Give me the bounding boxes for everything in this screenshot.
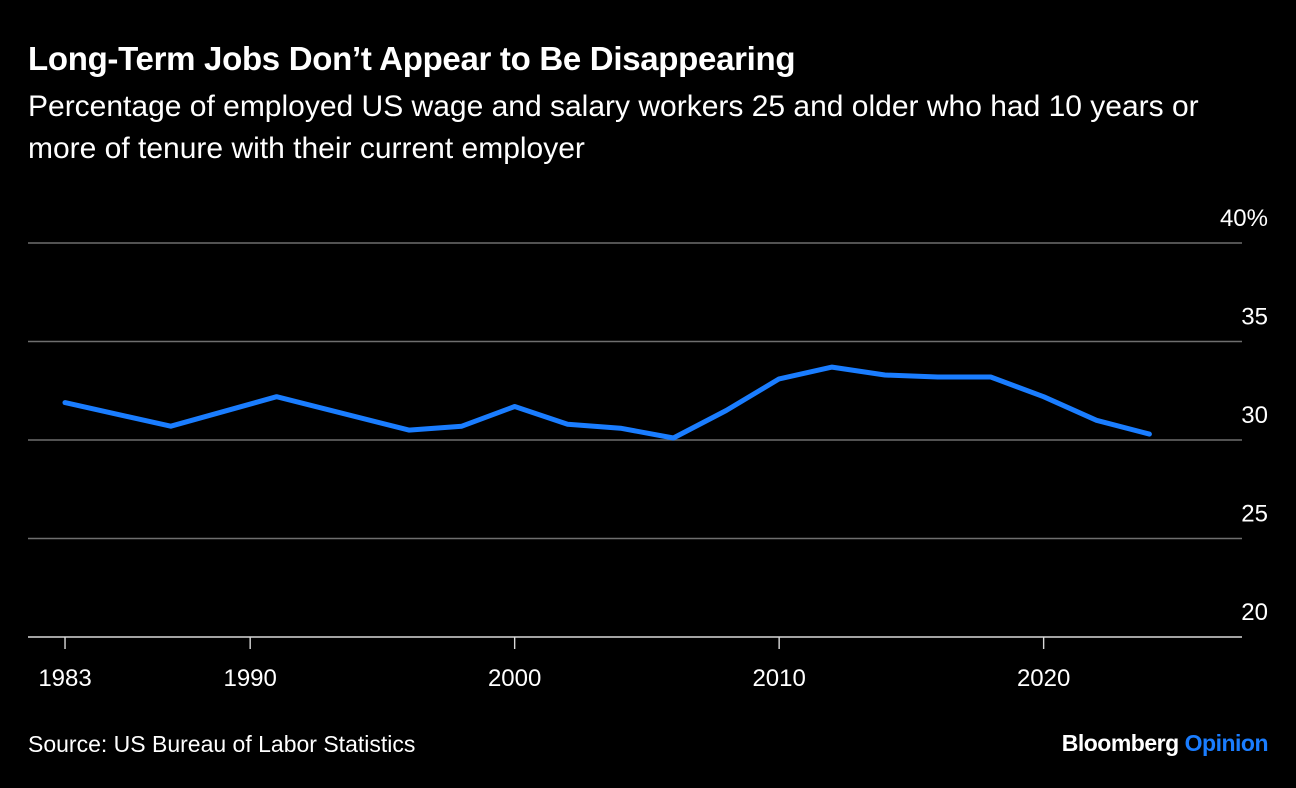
y-tick-label: 25 bbox=[1241, 501, 1268, 528]
y-tick-label: 40% bbox=[1220, 205, 1268, 232]
x-tick-label: 1983 bbox=[38, 665, 91, 692]
brand-section: Opinion bbox=[1184, 730, 1269, 756]
x-tick-label: 2010 bbox=[752, 665, 805, 692]
series-line bbox=[62, 364, 1152, 441]
y-tick-label: 20 bbox=[1241, 599, 1268, 626]
source-note: Source: US Bureau of Labor Statistics bbox=[28, 731, 416, 757]
x-tick-label: 2020 bbox=[1017, 665, 1070, 692]
x-tick-label: 2000 bbox=[488, 665, 541, 692]
chart-subtitle: Percentage of employed US wage and salar… bbox=[28, 90, 1199, 165]
brand-logo: Bloomberg Opinion bbox=[1061, 730, 1269, 757]
chart-title: Long-Term Jobs Don’t Appear to Be Disapp… bbox=[28, 40, 796, 77]
y-tick-label: 30 bbox=[1241, 402, 1268, 429]
x-tick-label: 1990 bbox=[223, 665, 276, 692]
y-tick-label: 35 bbox=[1241, 304, 1268, 331]
brand-name: Bloomberg bbox=[1061, 730, 1179, 756]
